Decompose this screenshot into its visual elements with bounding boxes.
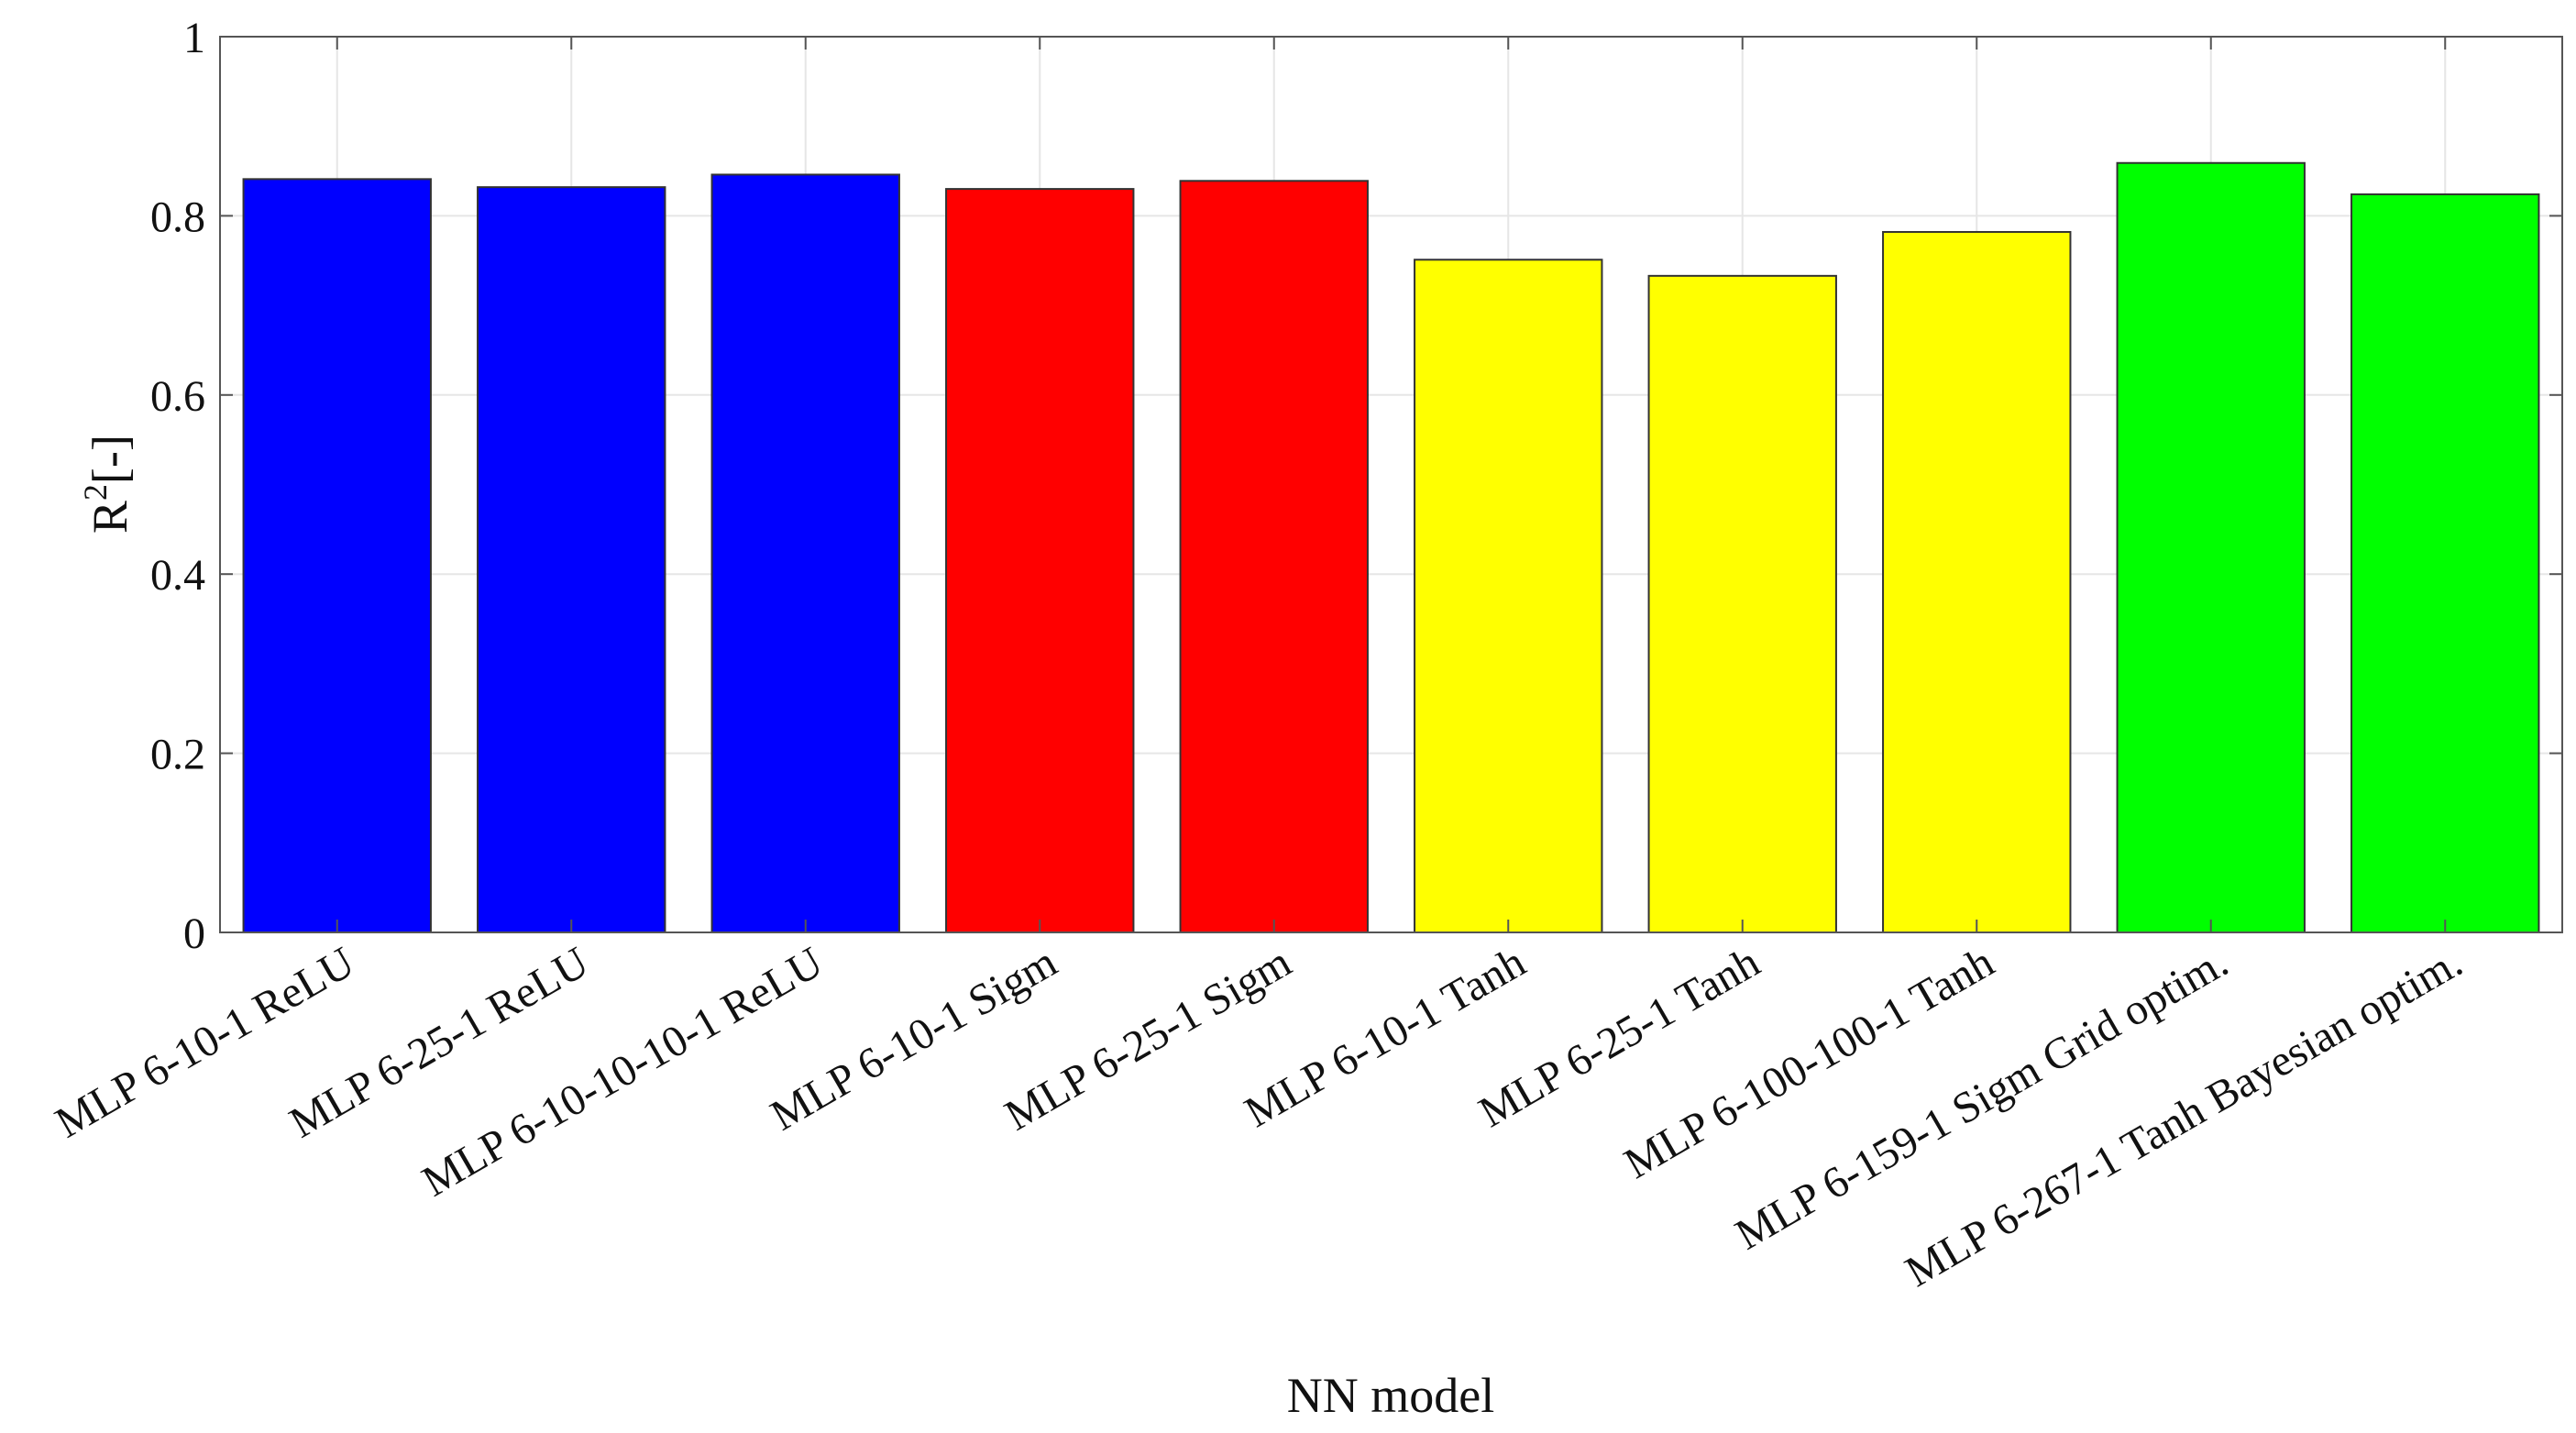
- y-tick-label: 1: [183, 14, 205, 62]
- bar-2: [477, 186, 666, 934]
- y-tick-labels: 0 0.2 0.4 0.6 0.8 1: [150, 14, 205, 958]
- y-axis-label-base: R: [83, 501, 138, 534]
- y-tick-label: 0.8: [150, 193, 205, 241]
- y-tick-label: 0.2: [150, 731, 205, 779]
- y-axis-label: R2[-]: [77, 435, 138, 534]
- y-axis-label-superscript: 2: [77, 484, 114, 501]
- y-axis-label-suffix: [-]: [83, 435, 138, 484]
- bars: [242, 161, 2540, 934]
- x-tick-label: MLP 6-100-100-1 Tanh: [1616, 938, 2002, 1189]
- bar-7: [1647, 274, 1837, 933]
- bar-5: [1179, 180, 1369, 933]
- y-tick-label: 0: [183, 909, 205, 958]
- axis-ticks: [220, 36, 2562, 933]
- bar-4: [945, 188, 1135, 933]
- plot-frame: [219, 36, 2563, 933]
- bar-1: [242, 178, 432, 933]
- bar-9: [2116, 161, 2306, 933]
- y-tick-label: 0.6: [150, 372, 205, 421]
- bar-8: [1882, 230, 2072, 933]
- x-axis-label: NN model: [1287, 1368, 1494, 1423]
- x-tick-label: MLP 6-10-10-10-1 ReLU: [414, 938, 831, 1207]
- bar-6: [1414, 259, 1603, 933]
- y-tick-label: 0.4: [150, 551, 205, 600]
- bar-3: [710, 173, 900, 933]
- bar-10: [2350, 193, 2540, 933]
